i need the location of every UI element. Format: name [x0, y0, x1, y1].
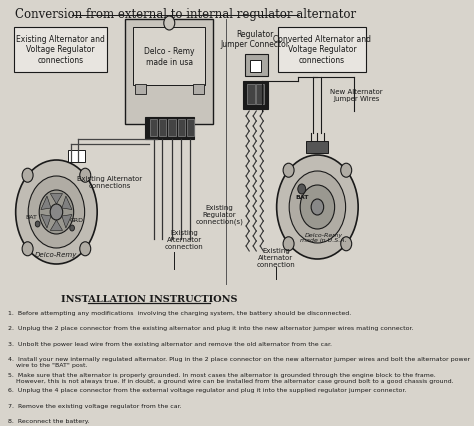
- Bar: [304, 213, 331, 219]
- Circle shape: [283, 237, 294, 251]
- Bar: [187, 120, 193, 137]
- Bar: [304, 198, 331, 202]
- Text: Existing Alternator and
Voltage Regulator
connections: Existing Alternator and Voltage Regulato…: [16, 35, 105, 65]
- Text: Conversion from external to internal regulator alternator: Conversion from external to internal reg…: [15, 8, 356, 21]
- Text: Existing Alternator
connections: Existing Alternator connections: [77, 176, 142, 189]
- Text: 8.  Reconnect the battery.: 8. Reconnect the battery.: [8, 418, 90, 423]
- Circle shape: [311, 199, 324, 216]
- Circle shape: [277, 155, 358, 259]
- Text: GRD: GRD: [70, 218, 84, 223]
- Polygon shape: [62, 196, 72, 210]
- Bar: [68, 151, 85, 163]
- Text: Existing
Regulator
connection(s): Existing Regulator connection(s): [195, 204, 243, 225]
- Text: 1.  Before attempting any modifications  involving the charging system, the batt: 1. Before attempting any modifications i…: [8, 310, 351, 315]
- Text: 4.  Install your new internally regulated alternator. Plug in the 2 place connec: 4. Install your new internally regulated…: [8, 357, 470, 368]
- Bar: [245, 55, 268, 77]
- Bar: [247, 85, 255, 105]
- Bar: [243, 82, 268, 110]
- Text: Regulator
Jumper Connector: Regulator Jumper Connector: [220, 30, 289, 49]
- Bar: [150, 120, 157, 137]
- Text: BAT: BAT: [26, 215, 37, 220]
- Bar: [126, 20, 213, 125]
- Circle shape: [35, 222, 40, 227]
- Circle shape: [22, 242, 33, 256]
- Circle shape: [298, 184, 306, 195]
- Text: Existing
Alternator
connection: Existing Alternator connection: [165, 230, 203, 249]
- Text: Delco - Remy
made in usa: Delco - Remy made in usa: [144, 47, 194, 66]
- Circle shape: [80, 242, 91, 256]
- Text: Delco-Remy
made in U.S.A.: Delco-Remy made in U.S.A.: [301, 232, 347, 243]
- Bar: [278, 28, 366, 73]
- Bar: [133, 28, 205, 86]
- Circle shape: [341, 237, 352, 251]
- Circle shape: [39, 190, 73, 234]
- Bar: [304, 205, 331, 210]
- Polygon shape: [41, 196, 51, 210]
- Circle shape: [50, 204, 63, 221]
- Bar: [250, 61, 261, 73]
- Text: Converted Alternator and
Voltage Regulator
connections: Converted Alternator and Voltage Regulat…: [273, 35, 371, 65]
- Bar: [159, 120, 166, 137]
- Text: 3.  Unbolt the power lead wire from the existing alternator and remove the old a: 3. Unbolt the power lead wire from the e…: [8, 341, 332, 346]
- Text: 6.  Unplug the 4 place connector from the external voltage regulator and plug it: 6. Unplug the 4 place connector from the…: [8, 388, 406, 393]
- Text: New Alternator
Jumper Wires: New Alternator Jumper Wires: [330, 88, 383, 101]
- Circle shape: [164, 17, 175, 31]
- Text: 7.  Remove the existing voltage regulator from the car.: 7. Remove the existing voltage regulator…: [8, 403, 182, 408]
- Text: Existing
Alternator
connection: Existing Alternator connection: [256, 248, 295, 268]
- Polygon shape: [50, 221, 63, 231]
- Text: 5.  Make sure that the alternator is properly grounded. In most cases the altern: 5. Make sure that the alternator is prop…: [8, 372, 454, 383]
- Circle shape: [341, 164, 352, 178]
- Bar: [256, 85, 264, 105]
- Bar: [135, 85, 146, 95]
- Circle shape: [22, 169, 33, 183]
- Circle shape: [300, 186, 335, 230]
- Polygon shape: [41, 215, 51, 228]
- Bar: [178, 120, 185, 137]
- Circle shape: [70, 225, 74, 231]
- Text: INSTALLATION INSTRUCTIONS: INSTALLATION INSTRUCTIONS: [61, 294, 237, 303]
- Circle shape: [289, 172, 346, 243]
- Text: 2.  Unplug the 2 place connector from the existing alternator and plug it into t: 2. Unplug the 2 place connector from the…: [8, 326, 413, 331]
- Circle shape: [28, 177, 85, 248]
- Polygon shape: [50, 194, 63, 204]
- Circle shape: [283, 164, 294, 178]
- Text: BAT: BAT: [295, 195, 309, 200]
- Bar: [145, 118, 193, 140]
- Bar: [193, 85, 204, 95]
- Bar: [306, 142, 328, 154]
- Polygon shape: [62, 215, 72, 228]
- Text: Delco-Remy: Delco-Remy: [35, 251, 78, 257]
- Circle shape: [80, 169, 91, 183]
- Circle shape: [16, 161, 97, 265]
- Bar: [168, 120, 175, 137]
- Bar: [14, 28, 107, 73]
